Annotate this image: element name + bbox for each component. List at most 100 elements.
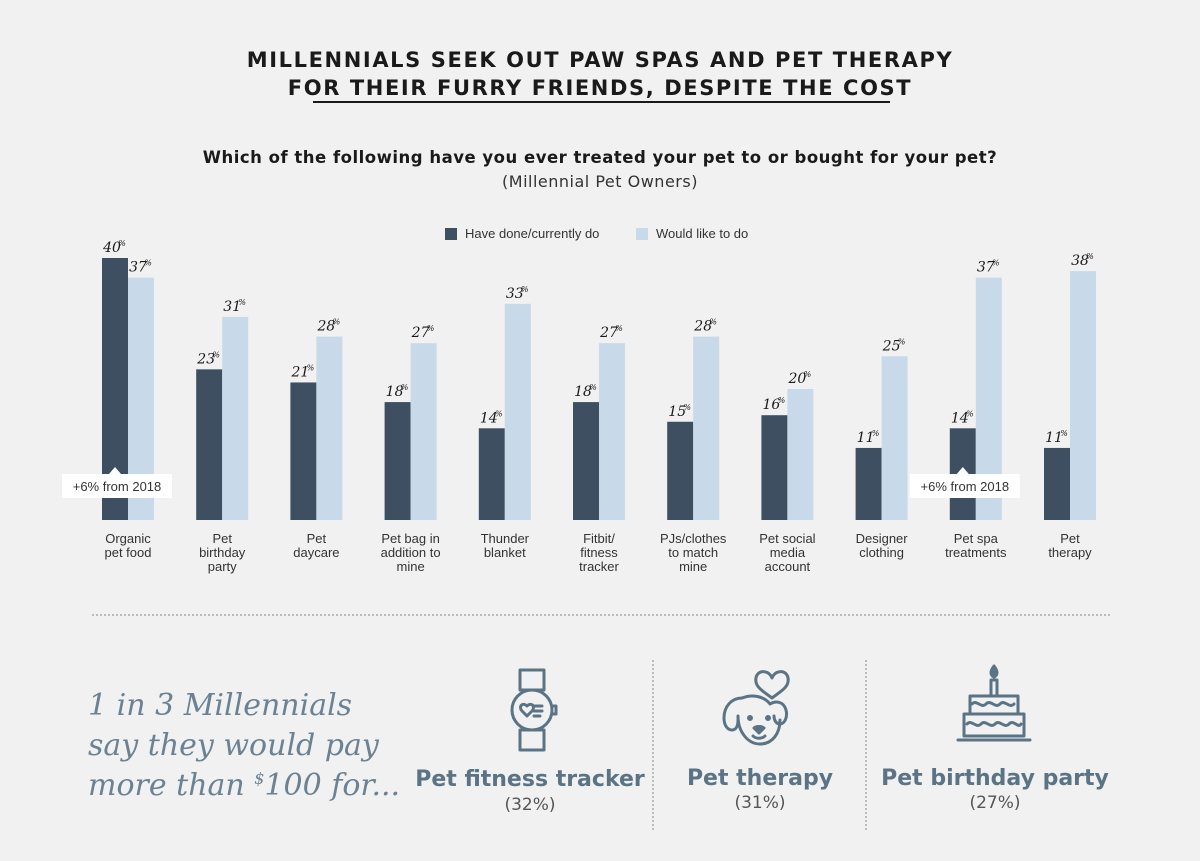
category-label-3-line-1: addition to — [381, 545, 441, 560]
category-label-7-line-1: media — [770, 545, 806, 560]
data-label-would-like-3: 27 — [411, 325, 430, 341]
stat-label-birthday-party: Pet birthday party — [881, 766, 1109, 791]
stat-label-fitness-tracker: Pet fitness tracker — [415, 767, 645, 792]
bar-have-done-10 — [1044, 447, 1070, 520]
data-label-would-like-10: 38 — [1071, 253, 1089, 269]
quote-line-2: say they would pay — [88, 728, 379, 763]
data-label-unit-would-like-6: % — [709, 318, 717, 327]
data-label-unit-have-done-8: % — [872, 429, 880, 438]
data-label-have-done-3: 18 — [386, 384, 404, 400]
data-label-would-like-9: 37 — [977, 260, 995, 276]
bar-would-like-7 — [787, 389, 814, 520]
data-label-would-like-5: 27 — [599, 325, 618, 341]
category-label-8-line-0: Designer — [856, 531, 909, 546]
bar-have-done-7 — [761, 415, 788, 520]
legend-label-have-done: Have done/currently do — [465, 226, 600, 241]
category-label-0-line-1: pet food — [105, 545, 152, 560]
stat-divider-1 — [652, 660, 654, 830]
bar-have-done-1 — [196, 369, 223, 520]
category-label-1-line-1: birthday — [199, 545, 246, 560]
data-label-have-done-6: 15 — [668, 404, 686, 420]
quote-line-1: 1 in 3 Millennials — [88, 688, 353, 723]
category-label-2-line-0: Pet — [307, 531, 327, 546]
data-label-have-done-2: 21 — [290, 364, 309, 380]
category-label-1-line-0: Pet — [212, 531, 232, 546]
data-label-unit-have-done-2: % — [307, 363, 315, 372]
data-label-have-done-5: 18 — [574, 384, 592, 400]
data-label-would-like-0: 37 — [129, 260, 147, 276]
annotation-pointer-1 — [956, 467, 969, 474]
data-label-unit-would-like-0: % — [144, 259, 152, 268]
chart-title-line-1: MILLENNIALS SEEK OUT PAW SPAS AND PET TH… — [246, 48, 954, 72]
data-label-unit-would-like-4: % — [521, 285, 529, 294]
data-label-have-done-1: 23 — [196, 351, 215, 367]
bar-would-like-4 — [504, 303, 531, 520]
category-label-0-line-0: Organic — [105, 531, 151, 546]
bar-would-like-10 — [1070, 271, 1096, 520]
category-label-6-line-0: PJs/clothes — [660, 531, 727, 546]
category-label-9-line-1: treatments — [945, 545, 1007, 560]
quote-line-3-text: more than — [88, 768, 255, 803]
bar-would-like-5 — [599, 343, 625, 520]
data-label-unit-have-done-4: % — [495, 409, 503, 418]
data-label-would-like-6: 28 — [693, 319, 712, 335]
bar-would-like-6 — [693, 336, 720, 520]
category-label-5-line-2: tracker — [579, 559, 619, 574]
category-label-6-line-2: mine — [679, 559, 707, 574]
survey-question: Which of the following have you ever tre… — [202, 148, 998, 167]
section-divider — [92, 614, 1110, 616]
data-label-would-like-2: 28 — [316, 319, 335, 335]
data-label-have-done-4: 14 — [480, 410, 498, 426]
stat-divider-2 — [865, 660, 867, 830]
data-label-would-like-1: 31 — [223, 299, 241, 315]
legend-swatch-have-done — [445, 228, 457, 240]
dog-heart-icon — [722, 670, 790, 746]
data-label-would-like-8: 25 — [882, 338, 901, 354]
category-label-4-line-1: blanket — [484, 545, 526, 560]
category-label-9-line-0: Pet spa — [954, 531, 999, 546]
bar-would-like-2 — [316, 336, 343, 520]
bar-have-done-8 — [855, 447, 882, 520]
quote-line-3-amount: 100 for... — [264, 768, 401, 803]
category-label-10-line-1: therapy — [1048, 545, 1092, 560]
data-label-have-done-7: 16 — [762, 397, 780, 413]
annotation-text-1: +6% from 2018 — [921, 479, 1010, 494]
category-label-3-line-2: mine — [397, 559, 425, 574]
bar-have-done-2 — [290, 382, 317, 520]
data-label-unit-would-like-10: % — [1086, 252, 1094, 261]
annotation-pointer-0 — [109, 467, 121, 474]
data-label-have-done-8: 11 — [857, 430, 875, 446]
category-label-4-line-0: Thunder — [481, 531, 530, 546]
category-label-6-line-1: to match — [668, 545, 718, 560]
data-label-unit-have-done-1: % — [212, 350, 220, 359]
annotation-box-0 — [62, 474, 172, 498]
category-label-1-line-2: party — [208, 559, 237, 574]
quote-line-3: more than $100 for... — [88, 766, 400, 806]
data-label-unit-have-done-0: % — [118, 239, 126, 248]
bar-have-done-6 — [667, 421, 694, 520]
annotation-box-1 — [909, 474, 1020, 498]
stat-label-pet-therapy: Pet therapy — [686, 766, 834, 791]
data-label-would-like-4: 33 — [506, 286, 524, 302]
data-label-unit-have-done-3: % — [401, 383, 409, 392]
data-label-unit-would-like-7: % — [804, 370, 812, 379]
bar-would-like-3 — [410, 343, 437, 520]
annotation-text-0: +6% from 2018 — [73, 479, 162, 494]
smartwatch-icon — [510, 668, 558, 752]
data-label-unit-would-like-9: % — [992, 259, 1000, 268]
category-label-2-line-1: daycare — [293, 545, 339, 560]
data-label-unit-have-done-6: % — [683, 403, 691, 412]
chart-title-line-2: FOR THEIR FURRY FRIENDS, DESPITE THE COS… — [287, 76, 913, 100]
data-label-unit-have-done-7: % — [778, 396, 786, 405]
title-underline — [313, 101, 890, 103]
data-label-have-done-9: 14 — [951, 410, 969, 426]
category-label-5-line-0: Fitbit/ — [583, 531, 615, 546]
legend-swatch-would-like — [636, 228, 648, 240]
stat-pct-pet-therapy: (31%) — [734, 793, 786, 813]
data-label-unit-would-like-3: % — [427, 324, 435, 333]
category-label-3-line-0: Pet bag in — [381, 531, 440, 546]
survey-subquestion: (Millennial Pet Owners) — [502, 172, 698, 191]
bar-would-like-8 — [881, 356, 908, 520]
data-label-unit-would-like-8: % — [898, 337, 906, 346]
